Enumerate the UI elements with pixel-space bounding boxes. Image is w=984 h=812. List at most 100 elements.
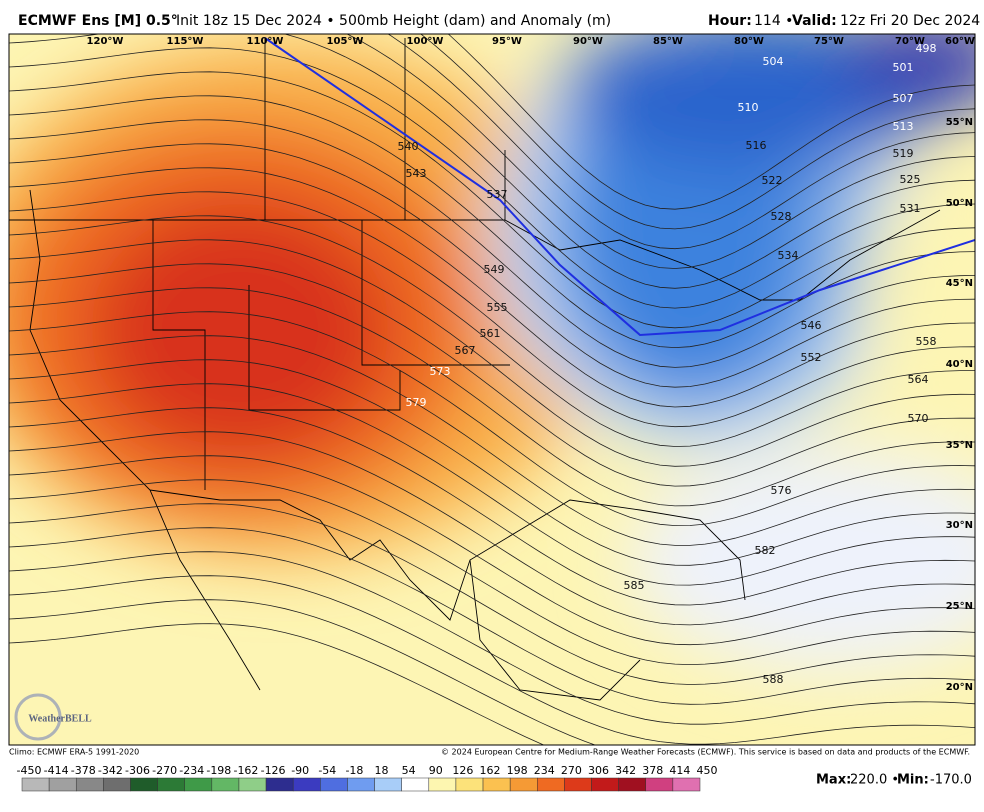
contour-line — [9, 47, 975, 309]
contour-label: 555 — [487, 301, 508, 314]
contour-label: 534 — [778, 249, 799, 262]
latitude-label: 50°N — [946, 198, 973, 209]
hour: 114 • — [754, 13, 793, 29]
colorbar-tick-label: -378 — [71, 764, 96, 777]
contour-label: 567 — [455, 344, 476, 357]
colorbar-tick-label: -450 — [17, 764, 42, 777]
contour-label: 498 — [916, 42, 937, 55]
colorbar-tick-label: -198 — [206, 764, 231, 777]
longitude-label: 115°W — [167, 36, 204, 47]
latitude-label: 45°N — [946, 278, 973, 289]
colorbar-box — [265, 777, 294, 792]
colorbar-box — [455, 777, 484, 792]
max: 220.0 • — [850, 773, 899, 788]
contour-line — [387, 34, 975, 250]
contour-label: 573 — [430, 365, 451, 378]
latitude-label: 30°N — [946, 520, 973, 531]
latitude-label: 20°N — [946, 682, 973, 693]
copyright: © 2024 European Centre for Medium-Range … — [441, 748, 970, 757]
contour-line — [9, 215, 975, 447]
header: ECMWF Ens [M] 0.5° Init 18z 15 Dec 2024 … — [18, 13, 980, 29]
colorbar-box — [211, 777, 240, 792]
colorbar-box — [103, 777, 131, 792]
contour-line — [9, 239, 975, 467]
colorbar-tick-label: -234 — [179, 764, 204, 777]
colorbar-box — [618, 777, 647, 792]
colorbar-tick-label: 270 — [561, 764, 582, 777]
colorbar-box — [401, 777, 430, 792]
longitude-label: 95°W — [492, 36, 522, 47]
contour-label: 582 — [755, 544, 776, 557]
contour-label: 576 — [771, 484, 792, 497]
longitude-label: 85°W — [653, 36, 683, 47]
colorbar-tick-label: -54 — [318, 764, 336, 777]
contour-line — [9, 335, 975, 546]
max-label: Max: — [816, 773, 851, 788]
contour-label: 588 — [763, 673, 784, 686]
contour-label: 546 — [801, 319, 822, 332]
contour-label: 501 — [893, 61, 914, 74]
hour-label: Hour: — [708, 13, 752, 29]
colorbar-box — [428, 777, 457, 792]
colorbar-tick-label: -126 — [261, 764, 286, 777]
min-label: Min: — [897, 773, 929, 788]
colorbar-tick-label: 162 — [480, 764, 501, 777]
colorbar-box — [130, 777, 158, 792]
contour-label: 507 — [893, 92, 914, 105]
contour-line — [9, 143, 975, 388]
contour-label: 561 — [480, 327, 501, 340]
contour-line — [9, 431, 975, 626]
colorbar-tick-label: 90 — [429, 764, 443, 777]
colorbar-tick-label: 378 — [642, 764, 663, 777]
longitude-label: 105°W — [327, 36, 364, 47]
contour-line — [9, 34, 975, 289]
valid-label: Valid: — [792, 13, 837, 29]
contour-label: 525 — [900, 173, 921, 186]
contour-line — [9, 575, 975, 745]
contour-label: 552 — [801, 351, 822, 364]
longitude-label: 90°W — [573, 36, 603, 47]
colorbar-tick-label: 414 — [669, 764, 690, 777]
colorbar-box — [564, 777, 592, 792]
colorbar-box — [292, 777, 321, 792]
colorbar-box — [320, 777, 348, 792]
contour-line — [346, 34, 975, 269]
colorbar-tick-label: 18 — [375, 764, 389, 777]
contour-line — [9, 119, 975, 368]
contour-line — [9, 407, 975, 606]
climo-note: Climo: ECMWF ERA-5 1991-2020 — [9, 748, 139, 757]
contour-label: 522 — [762, 174, 783, 187]
colorbar-tick-label: -162 — [233, 764, 258, 777]
contour-line — [9, 479, 975, 666]
logo: WeatherBELL — [14, 693, 92, 741]
contour-label: 516 — [746, 139, 767, 152]
contour-label: 549 — [484, 263, 505, 276]
colorbar-box — [374, 777, 402, 792]
colorbar-tick-label: -90 — [291, 764, 309, 777]
colorbar-tick-label: 198 — [507, 764, 528, 777]
colorbar-box — [482, 777, 511, 792]
contour-line — [9, 263, 975, 487]
colorbar-tick-label: 450 — [697, 764, 718, 777]
colorbar-box — [347, 777, 375, 792]
colorbar-box — [238, 777, 267, 792]
colorbar-tick-label: 234 — [534, 764, 555, 777]
longitude-labels: 120°W 115°W 110°W 105°W 100°W 95°W 90°W 85°W 80°… — [87, 36, 975, 47]
contour-label: 537 — [487, 188, 508, 201]
latitude-label: 35°N — [946, 440, 973, 451]
contour-line — [9, 167, 975, 408]
min: -170.0 — [930, 773, 972, 788]
colorbar-box — [537, 777, 565, 792]
logo-text: WeatherBELL — [28, 713, 92, 724]
colorbar-box — [672, 777, 701, 792]
latitude-label: 40°N — [946, 359, 973, 370]
contour-line — [420, 34, 975, 230]
longitude-label: 70°W — [895, 36, 925, 47]
colorbar-tick-label: -306 — [125, 764, 150, 777]
colorbar-box — [157, 777, 185, 792]
contour-label: 564 — [908, 373, 929, 386]
latitude-labels: 55°N 50°N 45°N 40°N 35°N 30°N 25°N 20°N — [946, 117, 973, 693]
contour-label: 579 — [406, 396, 427, 409]
